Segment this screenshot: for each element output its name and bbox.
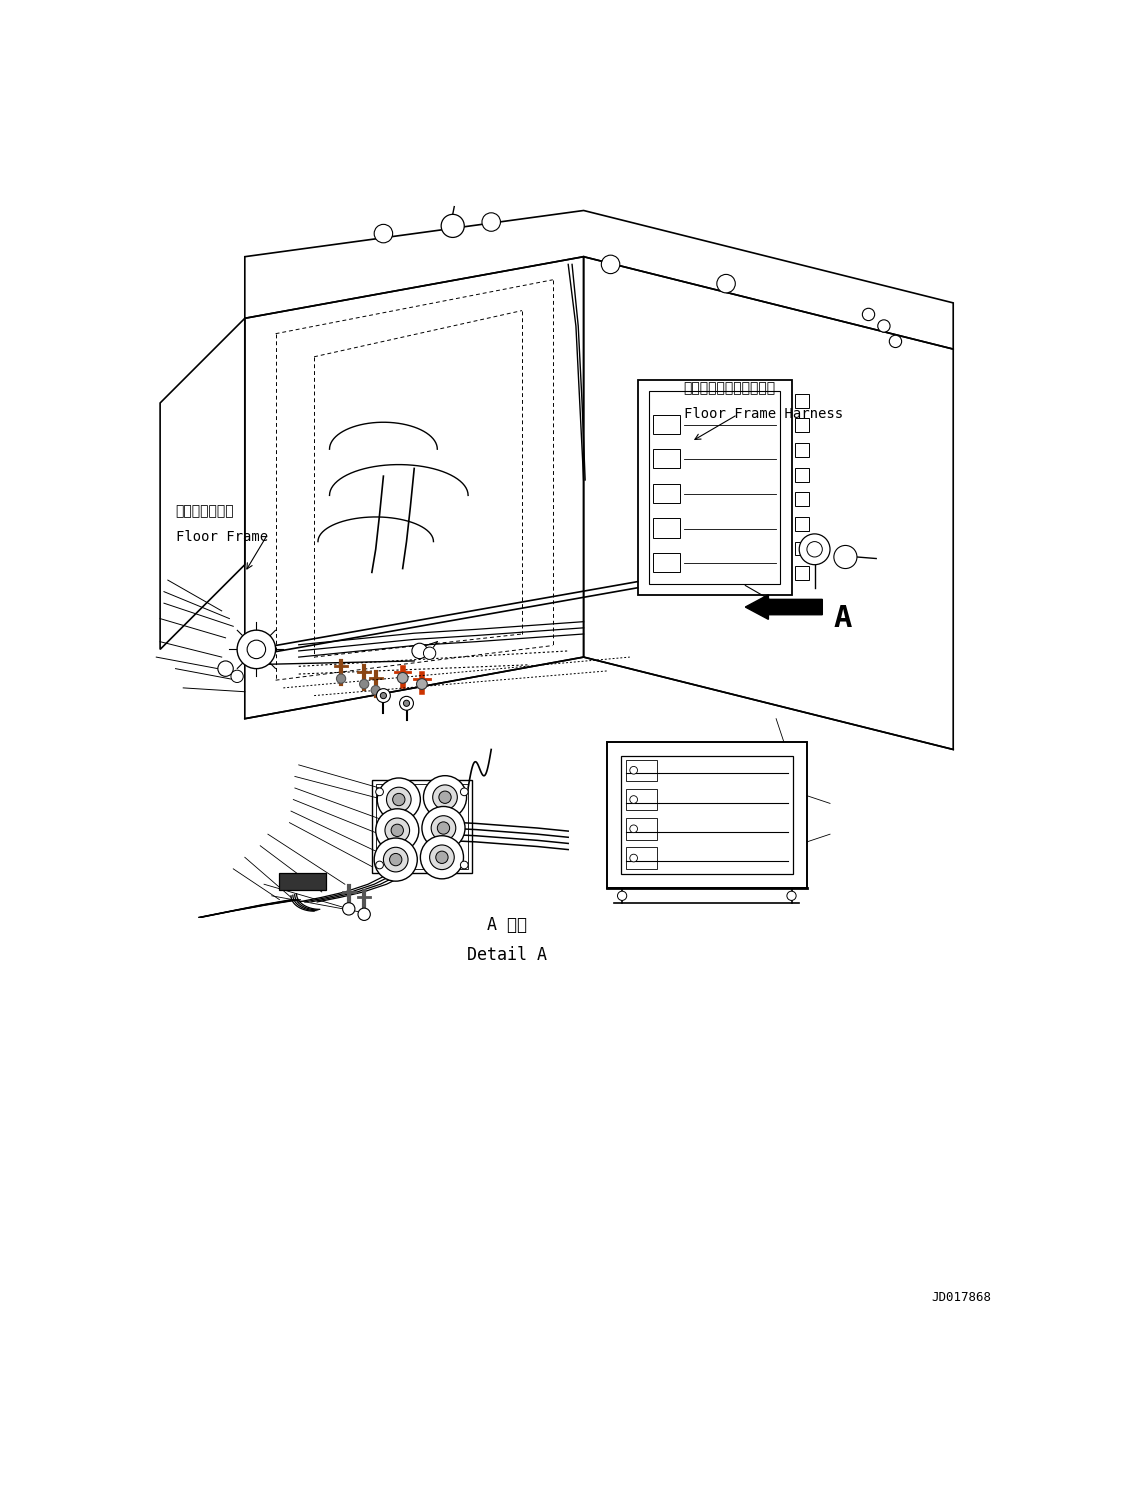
Circle shape: [863, 309, 875, 321]
Circle shape: [218, 661, 234, 677]
Text: フロアフレーム: フロアフレーム: [176, 504, 234, 519]
Bar: [376, 784, 468, 869]
Circle shape: [423, 647, 436, 659]
Circle shape: [377, 689, 390, 702]
Circle shape: [247, 640, 266, 659]
Circle shape: [799, 534, 830, 565]
Bar: [796, 541, 809, 556]
Circle shape: [230, 669, 243, 683]
Circle shape: [807, 541, 823, 558]
Bar: [653, 553, 680, 573]
Bar: [796, 419, 809, 432]
Circle shape: [890, 335, 901, 347]
Circle shape: [237, 631, 276, 668]
Circle shape: [461, 787, 468, 796]
Circle shape: [834, 546, 857, 568]
Bar: [796, 517, 809, 531]
Circle shape: [417, 678, 427, 689]
Bar: [279, 872, 326, 890]
Circle shape: [877, 321, 890, 332]
Bar: [796, 394, 809, 407]
Bar: [653, 519, 680, 538]
FancyArrow shape: [746, 595, 823, 619]
Circle shape: [436, 851, 448, 863]
Circle shape: [430, 845, 454, 869]
Circle shape: [602, 255, 620, 274]
Circle shape: [412, 643, 427, 659]
Circle shape: [630, 766, 638, 774]
Circle shape: [422, 807, 465, 850]
Circle shape: [360, 680, 369, 689]
Bar: [796, 468, 809, 482]
Bar: [627, 789, 657, 810]
Bar: [649, 392, 780, 584]
Circle shape: [376, 862, 384, 869]
Bar: [627, 847, 657, 869]
Bar: [796, 443, 809, 456]
Circle shape: [437, 822, 449, 833]
Circle shape: [400, 696, 413, 710]
Circle shape: [376, 808, 419, 851]
Bar: [627, 759, 657, 781]
Circle shape: [420, 836, 463, 878]
Text: フロアフレームハーネス: フロアフレームハーネス: [683, 382, 776, 395]
Circle shape: [431, 816, 456, 841]
Text: JD017868: JD017868: [932, 1291, 992, 1305]
Circle shape: [442, 215, 464, 237]
Circle shape: [384, 847, 409, 872]
Text: A: A: [834, 604, 852, 634]
Circle shape: [617, 892, 627, 901]
Circle shape: [371, 686, 380, 695]
Circle shape: [377, 778, 420, 822]
Bar: [796, 567, 809, 580]
Circle shape: [387, 787, 411, 813]
Circle shape: [393, 793, 405, 805]
Circle shape: [376, 787, 384, 796]
Circle shape: [397, 672, 409, 683]
Circle shape: [380, 692, 387, 699]
Text: Detail A: Detail A: [466, 945, 547, 963]
Bar: [621, 756, 793, 874]
Circle shape: [787, 892, 796, 901]
Circle shape: [358, 908, 370, 920]
Circle shape: [630, 825, 638, 832]
Circle shape: [389, 853, 402, 866]
Circle shape: [385, 819, 410, 842]
Bar: [627, 819, 657, 839]
Circle shape: [630, 854, 638, 862]
Bar: [653, 449, 680, 468]
Circle shape: [375, 224, 393, 243]
Circle shape: [439, 792, 452, 804]
Bar: [796, 492, 809, 505]
Bar: [638, 380, 791, 595]
Circle shape: [432, 784, 457, 810]
Text: Floor Frame Harness: Floor Frame Harness: [683, 407, 843, 420]
Bar: [607, 743, 807, 889]
Circle shape: [482, 213, 501, 231]
Circle shape: [717, 274, 735, 292]
Bar: [372, 780, 472, 872]
Circle shape: [343, 902, 355, 915]
Bar: [653, 414, 680, 434]
Circle shape: [336, 674, 346, 683]
Circle shape: [392, 825, 403, 836]
Text: Floor Frame: Floor Frame: [176, 529, 268, 544]
Circle shape: [461, 862, 468, 869]
Circle shape: [630, 796, 638, 804]
Circle shape: [423, 775, 466, 819]
Text: A 詳細: A 詳細: [487, 917, 527, 935]
Circle shape: [403, 701, 410, 707]
Circle shape: [375, 838, 418, 881]
Bar: [653, 485, 680, 502]
